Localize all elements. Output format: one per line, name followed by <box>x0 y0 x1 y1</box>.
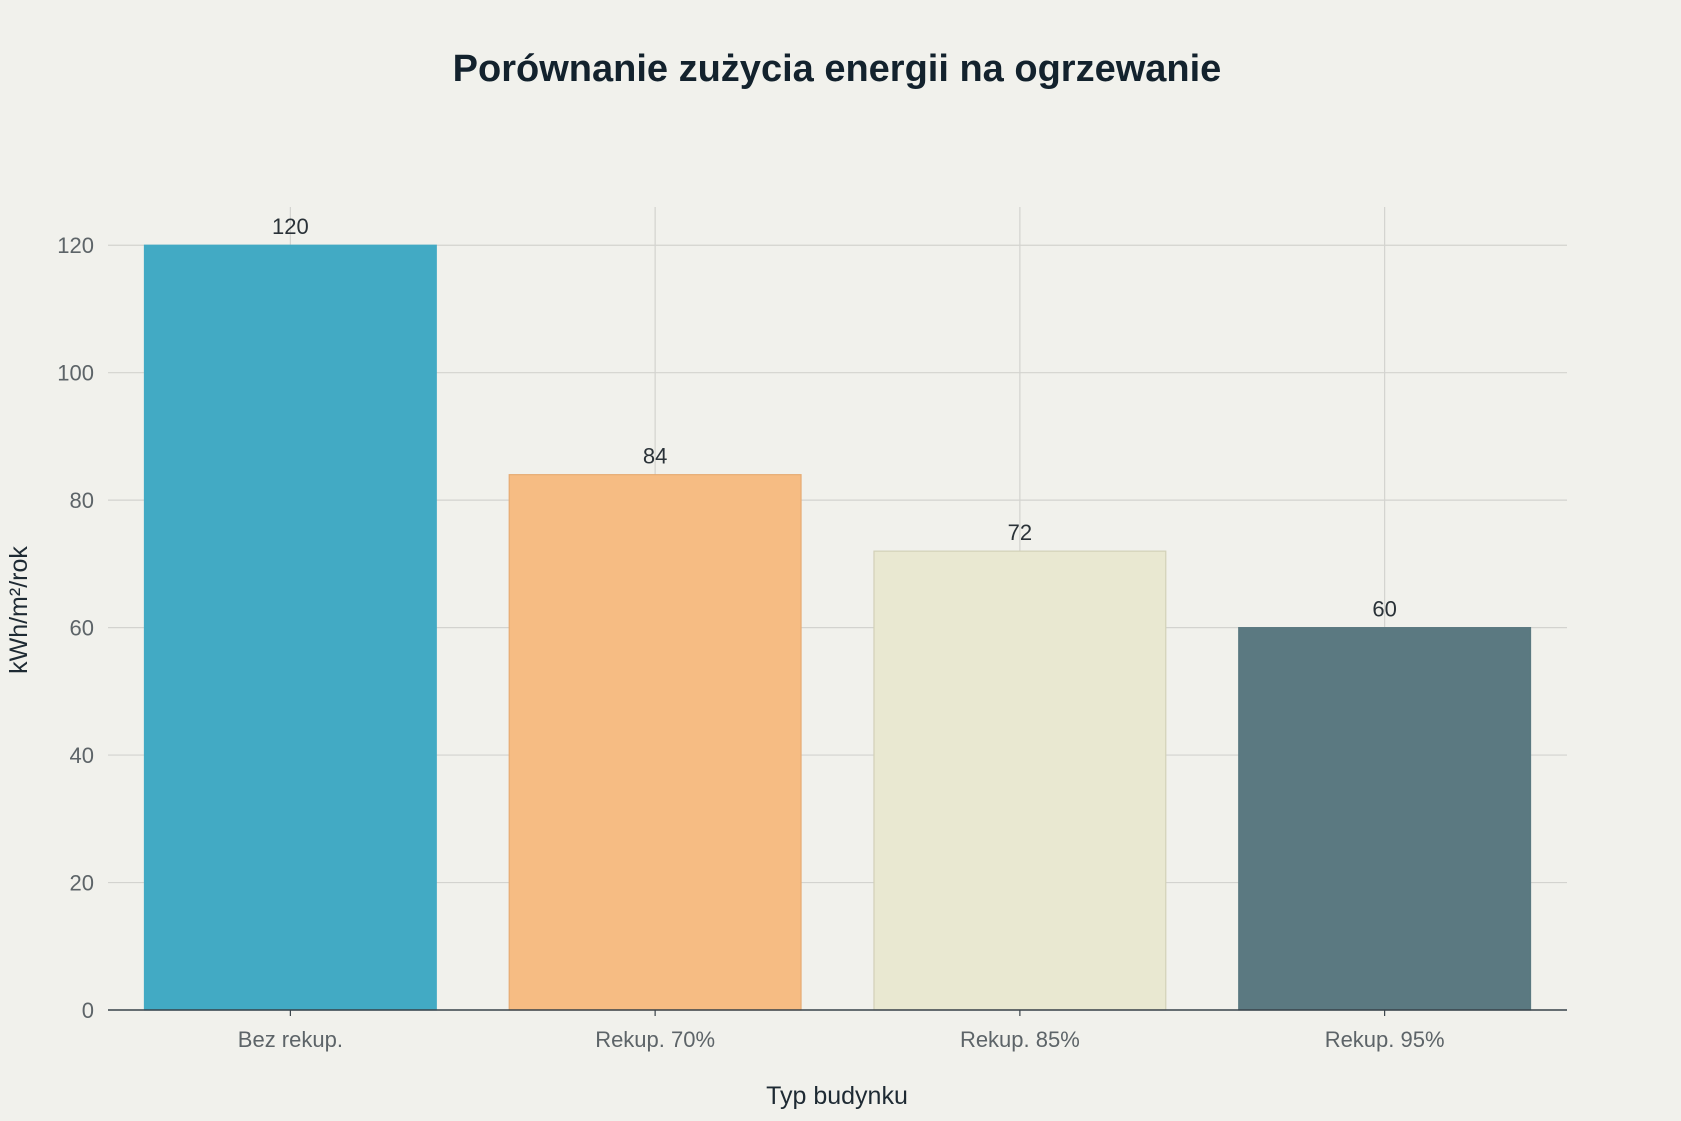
bar <box>873 550 1167 1011</box>
y-tick-label: 120 <box>57 233 94 258</box>
x-tick-label: Rekup. 70% <box>595 1027 715 1052</box>
y-tick-label: 20 <box>70 871 94 896</box>
y-tick-label: 40 <box>70 743 94 768</box>
bar <box>1238 627 1532 1011</box>
y-axis-title: kWh/m²/rok <box>5 546 33 674</box>
x-tick-label: Bez rekup. <box>238 1027 343 1052</box>
x-tick-label: Rekup. 85% <box>960 1027 1080 1052</box>
chart-title: Porównanie zużycia energii na ogrzewanie <box>453 48 1222 90</box>
bar <box>143 244 437 1011</box>
x-tick-label: Rekup. 95% <box>1325 1027 1445 1052</box>
data-label: 120 <box>272 214 309 239</box>
y-tick-label: 0 <box>82 998 94 1023</box>
labels: 0 20 40 60 80 100 120 120 Bez rekup. 84 Rekup. 70%… <box>57 214 1444 1052</box>
y-tick-label: 100 <box>57 361 94 386</box>
bar <box>508 474 802 1011</box>
data-label: 84 <box>643 444 667 469</box>
y-tick-label: 60 <box>70 616 94 641</box>
data-label: 60 <box>1372 597 1396 622</box>
x-axis-title: Typ budynku <box>766 1082 908 1110</box>
data-label: 72 <box>1008 520 1032 545</box>
y-tick-label: 80 <box>70 488 94 513</box>
